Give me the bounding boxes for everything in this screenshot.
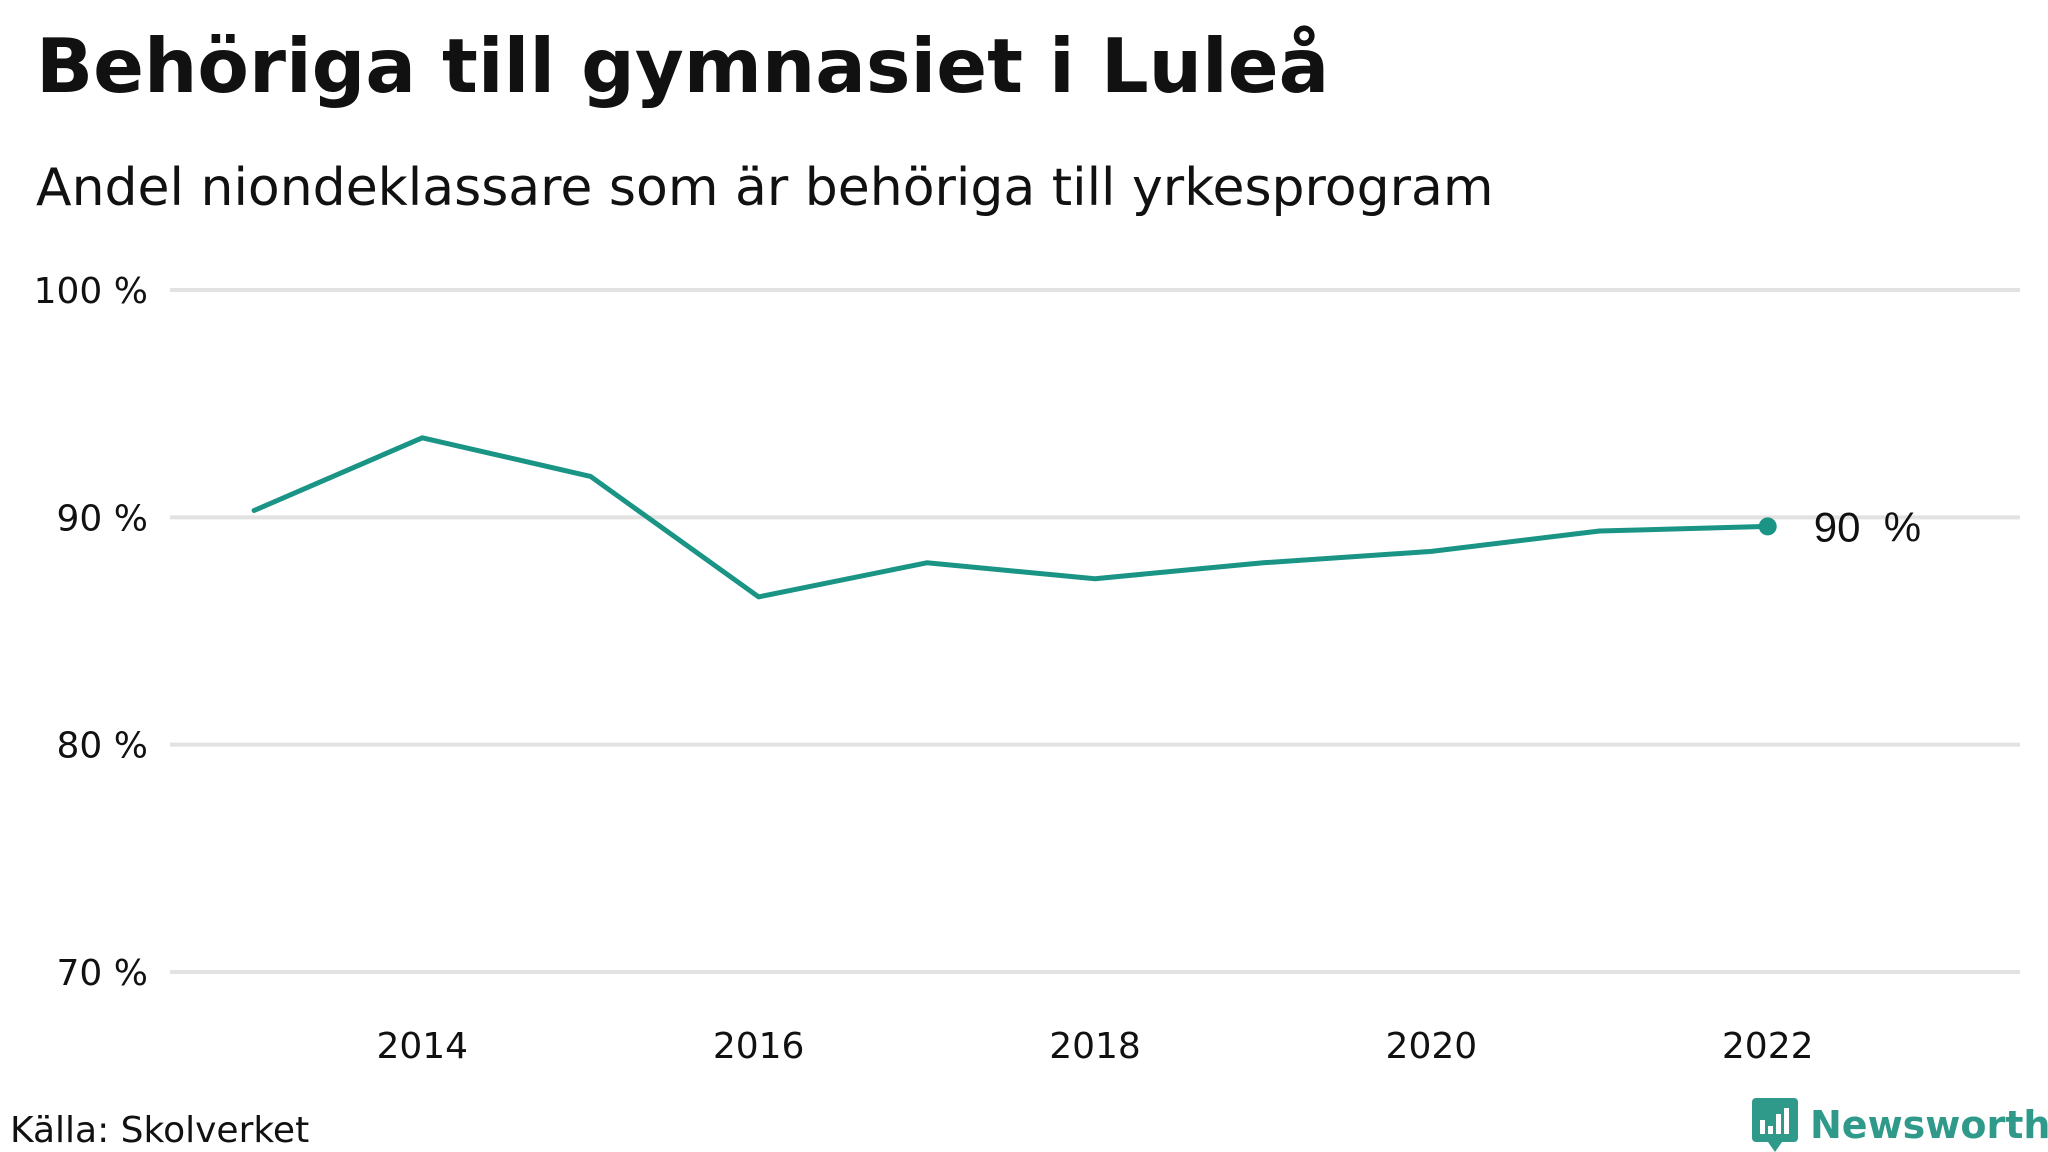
y-tick-label: 100 % [34, 271, 148, 312]
last-data-point [1758, 517, 1777, 536]
x-axis-labels: 2014 2016 2018 2020 2022 [376, 1026, 1813, 1067]
x-tick-label: 2014 [376, 1026, 468, 1067]
y-tick-label: 70 % [57, 953, 148, 994]
y-tick-label: 80 % [57, 726, 148, 767]
newsworthy-bar-chart-icon [1752, 1098, 1798, 1152]
y-tick-label: 90 % [57, 498, 148, 539]
grid-lines [170, 288, 2020, 974]
chart-title: Behöriga till gymnasiet i Luleå [36, 22, 1330, 110]
x-tick-label: 2016 [713, 1026, 805, 1067]
brand-name: Newsworthy [1810, 1103, 2048, 1147]
series-layer: 90 % [251, 435, 1921, 600]
x-tick-label: 2018 [1049, 1026, 1141, 1067]
source-note: Källa: Skolverket [10, 1110, 310, 1151]
x-tick-label: 2020 [1386, 1026, 1478, 1067]
end-value-label: 90 % [1814, 503, 1921, 550]
brand-logo[interactable]: Newsworthy [1752, 1098, 2048, 1152]
chart-subtitle: Andel niondeklassare som är behöriga til… [36, 158, 1494, 218]
series-line [251, 435, 1771, 600]
y-axis-labels: 70 % 80 % 90 % 100 % [34, 271, 148, 994]
x-tick-label: 2022 [1722, 1026, 1814, 1067]
